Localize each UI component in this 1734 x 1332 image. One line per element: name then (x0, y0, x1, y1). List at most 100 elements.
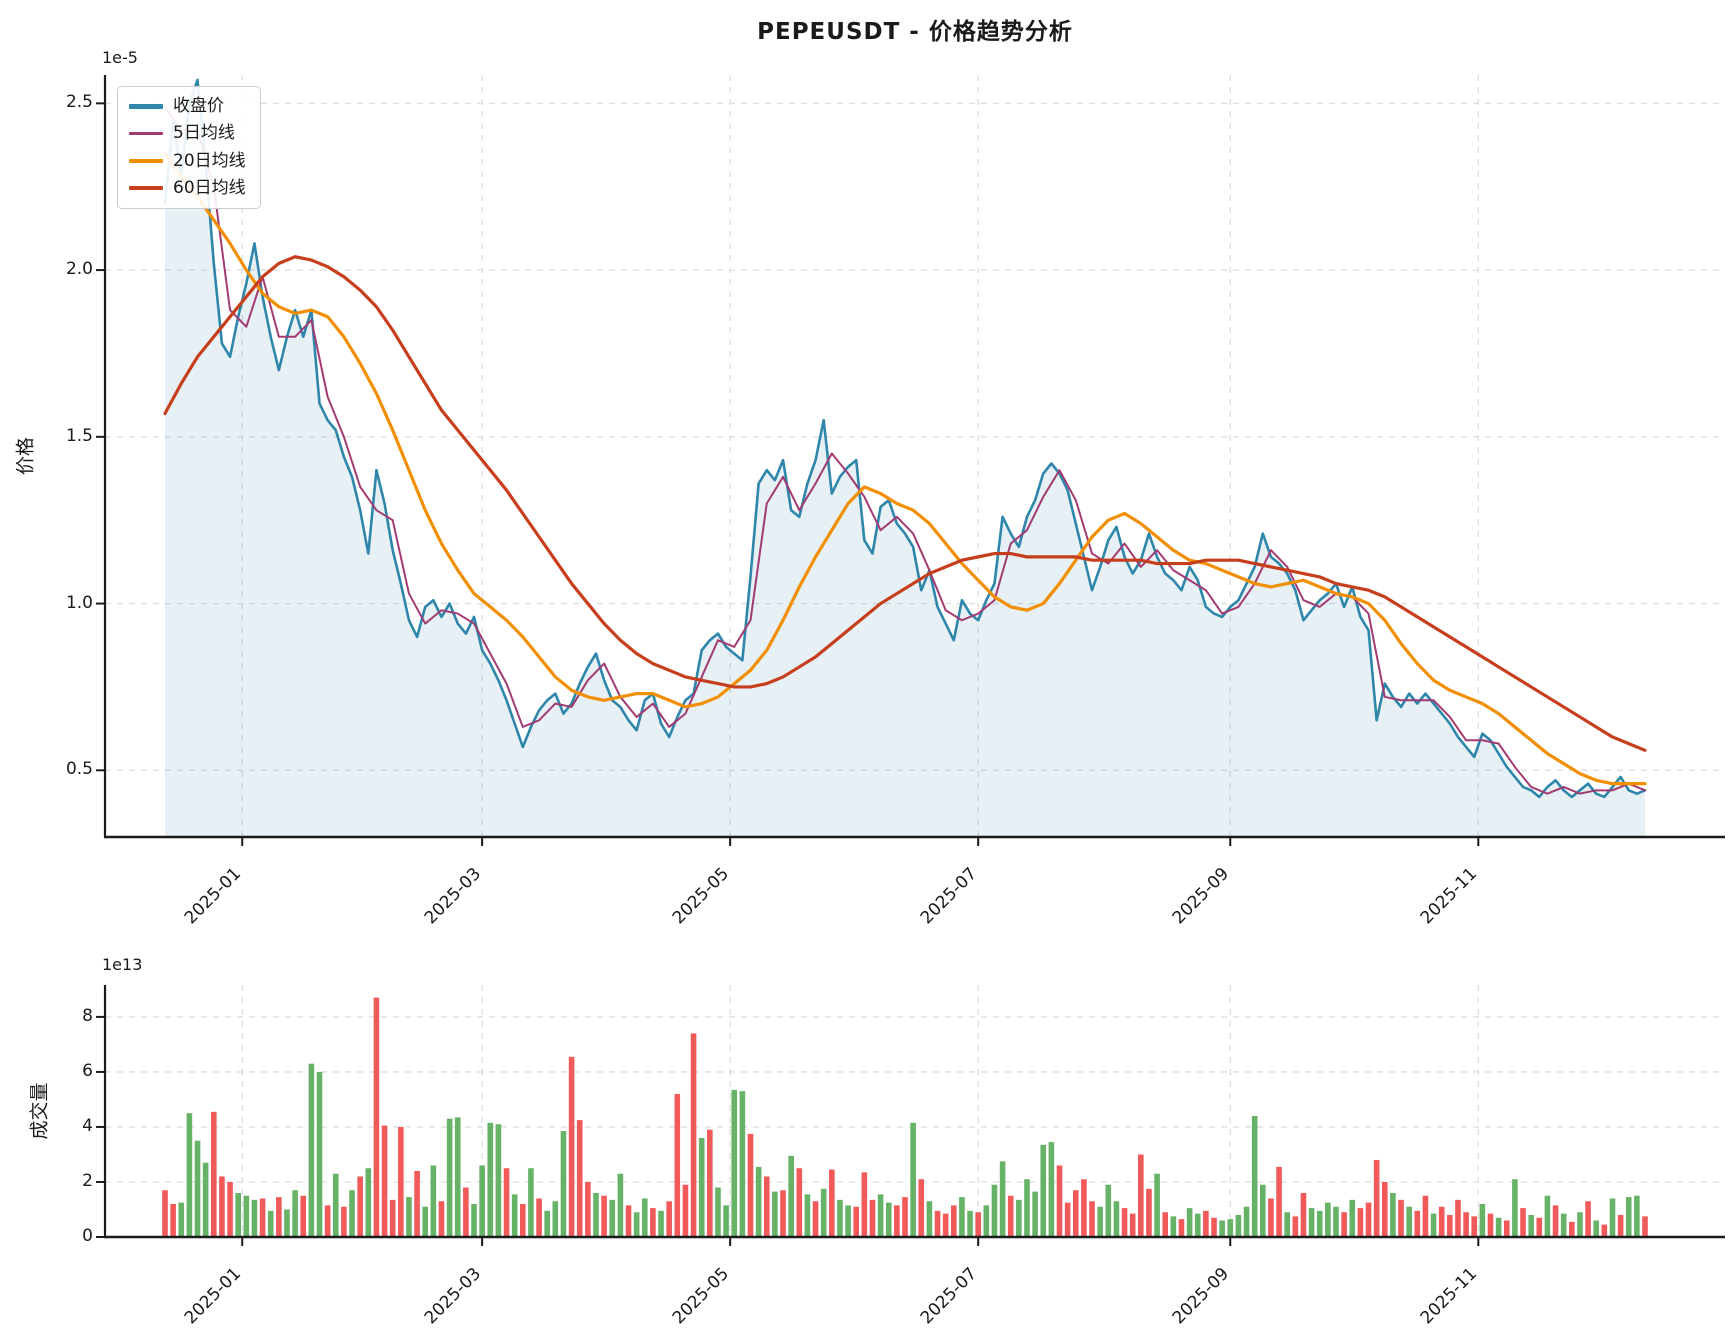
volume-bar-up (1194, 1213, 1201, 1237)
volume-bar-up (292, 1190, 298, 1237)
volume-bar-up (406, 1197, 412, 1237)
volume-bar-down (389, 1199, 396, 1237)
close-area-fill (165, 80, 1645, 837)
volume-bar-down (503, 1168, 510, 1237)
volume-bar-down (942, 1213, 949, 1237)
volume-bar-up (267, 1210, 274, 1237)
volume-bar-up (999, 1161, 1006, 1237)
volume-bar-down (1072, 1190, 1079, 1237)
volume-bar-down (1438, 1206, 1445, 1237)
volume-bar-up (804, 1194, 811, 1237)
volume-bar-up (560, 1131, 567, 1237)
volume-bar-down (861, 1172, 868, 1237)
volume-bar-down (812, 1201, 819, 1237)
volume-bar-up (186, 1113, 193, 1237)
legend-entry-close: 收盘价 (129, 96, 246, 116)
volume-bar-down (1121, 1208, 1128, 1237)
volume-bar-up (471, 1203, 477, 1237)
volume-bar-down (536, 1198, 542, 1237)
volume-bar-up (349, 1190, 355, 1237)
volume-bar-up (511, 1194, 518, 1237)
volume-bar-down (1129, 1213, 1136, 1237)
ma5-line-swatch (129, 132, 163, 136)
y-tick-label: 8 (82, 1005, 93, 1026)
volume-bar-down (276, 1197, 282, 1237)
volume-bar-up (641, 1198, 648, 1237)
volume-bar-down (219, 1176, 225, 1237)
volume-bar-up (617, 1173, 624, 1237)
volume-bar-down (918, 1179, 925, 1237)
chart-title: PEPEUSDT - 价格趋势分析 (757, 19, 1073, 45)
volume-bar-down (1585, 1201, 1591, 1237)
y-tick-label: 6 (82, 1060, 93, 1081)
volume-bar-down (975, 1212, 981, 1237)
volume-bar-up (479, 1165, 485, 1237)
y-tick-label: 2.5 (65, 92, 93, 113)
volume-bar-down (763, 1176, 770, 1237)
volume-bar-up (1349, 1199, 1356, 1237)
volume-bar-up (1243, 1206, 1250, 1237)
volume-bar-up (422, 1206, 429, 1237)
volume-bar-up (1170, 1216, 1177, 1237)
volume-bar-up (178, 1202, 185, 1237)
y-tick-label: 0 (82, 1226, 93, 1246)
volume-bar-up (243, 1195, 250, 1237)
y-tick-label: 2 (82, 1170, 93, 1191)
close-price-line (163, 78, 1647, 799)
volume-bar-down (625, 1205, 632, 1237)
volume-bar-down (1276, 1166, 1282, 1237)
volume-bar-up (316, 1071, 323, 1237)
volume-bar-up (1016, 1199, 1022, 1237)
volume-bar-down (162, 1190, 168, 1237)
volume-bar-down (1365, 1202, 1372, 1237)
ma60-line (163, 255, 1647, 752)
volume-bar-up (1113, 1201, 1120, 1237)
volume-bar-up (1560, 1213, 1567, 1237)
volume-bar-down (398, 1126, 404, 1237)
volume-bar-down (796, 1168, 803, 1237)
volume-bar-down (1138, 1154, 1144, 1237)
volume-bar-up (495, 1124, 502, 1237)
volume-bar-down (934, 1210, 941, 1237)
volume-bar-down (1056, 1165, 1063, 1237)
volume-bar-up (593, 1192, 599, 1237)
volume-bar-down (1178, 1219, 1185, 1237)
volume-bar-up (251, 1199, 258, 1237)
volume-bar-up (1154, 1173, 1160, 1237)
volume-bar-down (1552, 1205, 1559, 1237)
volume-bar-down (1007, 1195, 1014, 1237)
legend-label-ma20: 20日均线 (173, 150, 246, 171)
volume-bar-down (1081, 1179, 1087, 1237)
volume-bar-down (869, 1199, 876, 1237)
volume-bar-up (1430, 1213, 1437, 1237)
volume-bar-up (967, 1210, 973, 1237)
volume-bar-up (454, 1117, 461, 1237)
volume-bar-down (170, 1203, 176, 1237)
volume-bar-down (650, 1208, 656, 1237)
volume-bar-down (950, 1205, 957, 1237)
y-tick-label: 2.0 (65, 259, 93, 280)
volume-bar-up (365, 1168, 372, 1237)
volume-bar-up (487, 1122, 494, 1237)
volume-bar-up (332, 1173, 339, 1237)
volume-bar-up (1097, 1206, 1103, 1237)
volume-bar-up (1390, 1192, 1396, 1237)
volume-bar-up (1219, 1220, 1225, 1237)
volume-bar-up (1512, 1179, 1518, 1237)
volume-bar-up (1260, 1184, 1266, 1237)
legend-label-ma5: 5日均线 (173, 123, 235, 144)
volume-bar-down (1455, 1199, 1461, 1237)
volume-bar-up (1316, 1210, 1323, 1237)
volume-bar-up (885, 1202, 892, 1237)
volume-bar-up (1186, 1208, 1193, 1237)
volume-bar-down (1341, 1212, 1347, 1237)
volume-bar-down (1569, 1221, 1575, 1237)
volume-bar-up (633, 1212, 640, 1237)
volume-bar-up (1040, 1144, 1047, 1237)
volume-bar-down (1146, 1188, 1152, 1237)
legend-label-close: 收盘价 (173, 96, 224, 116)
volume-bar-up (910, 1122, 916, 1237)
volume-bar-down (1463, 1212, 1469, 1237)
volume-bar-down (1487, 1213, 1494, 1237)
